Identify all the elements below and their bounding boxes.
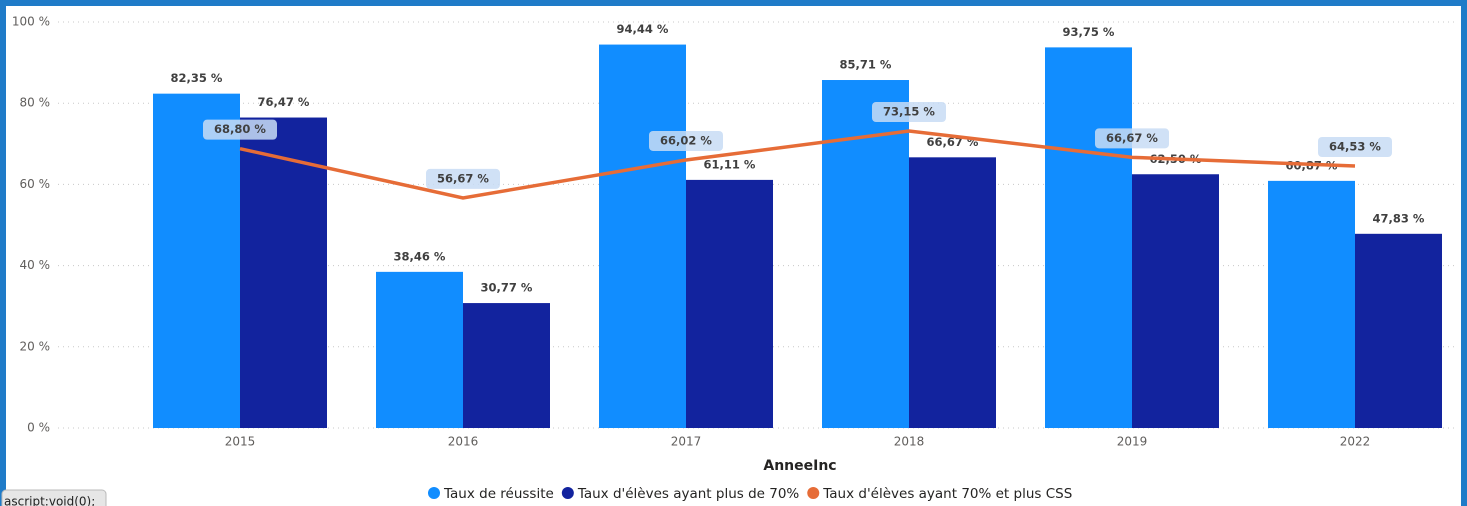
line-value-label: 56,67 % [437, 171, 489, 185]
bar-value-label: 38,46 % [394, 249, 446, 263]
bar [1132, 174, 1219, 428]
line-label-bg [426, 168, 500, 189]
legend-swatch [428, 487, 440, 499]
bar-value-label: 61,11 % [704, 157, 756, 171]
x-tick-label: 2015 [225, 435, 256, 449]
bar [1355, 233, 1442, 428]
line-label-bg [872, 102, 946, 123]
bar [599, 44, 686, 428]
line-value-label: 66,02 % [660, 133, 712, 147]
x-tick-label: 2016 [448, 435, 479, 449]
bar [153, 93, 240, 428]
line-label-bg [1095, 128, 1169, 149]
bar-value-label: 76,47 % [258, 95, 310, 109]
bar [1045, 47, 1132, 428]
status-text: ascript:void(0); [4, 495, 95, 506]
line-value-label: 66,67 % [1106, 131, 1158, 145]
legend-swatch [561, 487, 574, 499]
legend-label: Taux d'élèves ayant plus de 70% [577, 486, 800, 502]
legend-swatch [807, 487, 820, 499]
bar [240, 117, 327, 428]
y-tick-label: 20 % [20, 339, 51, 353]
bar [376, 271, 463, 428]
y-tick-label: 40 % [20, 258, 51, 272]
bar-value-label: 85,71 % [840, 58, 892, 72]
bar-value-label: 82,35 % [171, 71, 223, 85]
bar [463, 303, 550, 428]
line-value-label: 73,15 % [883, 105, 935, 119]
x-tick-label: 2017 [671, 435, 702, 449]
y-tick-label: 100 % [12, 15, 50, 29]
y-tick-label: 0 % [27, 421, 50, 435]
x-tick-label: 2019 [1117, 435, 1148, 449]
bar-value-label: 47,83 % [1373, 211, 1425, 225]
line-label-bg [649, 130, 723, 151]
x-tick-label: 2018 [894, 435, 925, 449]
bar [1268, 180, 1355, 428]
y-tick-label: 60 % [20, 177, 51, 191]
line-value-label: 68,80 % [214, 122, 266, 136]
bar [686, 179, 773, 428]
legend-label: Taux de réussite [443, 486, 554, 502]
line-value-label: 64,53 % [1329, 140, 1381, 154]
x-axis-title: AnneeInc [763, 458, 836, 474]
bar [909, 157, 996, 428]
status-box [1, 489, 107, 506]
bar-value-label: 93,75 % [1063, 25, 1115, 39]
line-label-bg [1318, 137, 1392, 158]
x-tick-label: 2022 [1340, 435, 1371, 449]
bar-value-label: 30,77 % [481, 281, 533, 295]
line [239, 129, 1356, 200]
bar-value-label: 94,44 % [617, 22, 669, 36]
legend-label: Taux d'élèves ayant 70% et plus CSS [822, 486, 1072, 502]
y-tick-label: 80 % [20, 96, 51, 110]
line-label-bg [203, 119, 277, 140]
